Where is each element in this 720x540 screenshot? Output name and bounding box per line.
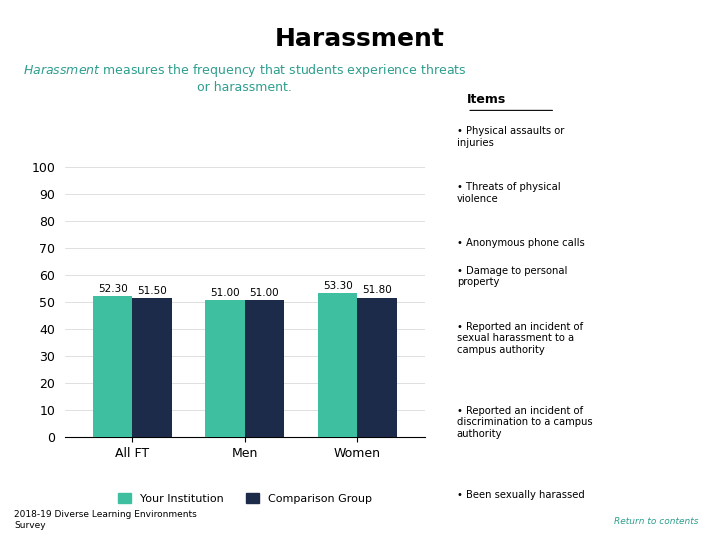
Text: Items: Items [467,93,506,106]
Text: Harassment: Harassment [275,27,445,51]
Text: $\it{Harassment}$ measures the frequency that students experience threats
or har: $\it{Harassment}$ measures the frequency… [23,62,467,94]
Text: • Damage to personal
property: • Damage to personal property [456,266,567,287]
Text: 52.30: 52.30 [98,284,127,294]
Text: 51.80: 51.80 [362,285,392,295]
Bar [93,296,132,437]
Bar [318,294,357,437]
Text: Return to contents: Return to contents [614,517,698,526]
Text: • Anonymous phone calls: • Anonymous phone calls [456,238,585,248]
Text: 51.00: 51.00 [210,287,240,298]
Text: • Physical assaults or
injuries: • Physical assaults or injuries [456,126,564,147]
Bar [205,300,245,437]
Text: • Reported an incident of
discrimination to a campus
authority: • Reported an incident of discrimination… [456,406,593,439]
Text: • Reported an incident of
sexual harassment to a
campus authority: • Reported an incident of sexual harassm… [456,322,583,355]
Bar [357,298,397,437]
Text: • Threats of physical
violence: • Threats of physical violence [456,182,560,204]
Bar [132,298,171,437]
Text: • Been sexually harassed: • Been sexually harassed [456,490,585,500]
Legend: Your Institution, Comparison Group: Your Institution, Comparison Group [113,489,377,508]
Bar [245,300,284,437]
Text: 2018-19 Diverse Learning Environments
Survey: 2018-19 Diverse Learning Environments Su… [14,510,197,530]
Text: 53.30: 53.30 [323,281,353,292]
Text: 51.00: 51.00 [250,287,279,298]
Text: HERI: HERI [7,28,61,45]
Text: 51.50: 51.50 [137,286,167,296]
